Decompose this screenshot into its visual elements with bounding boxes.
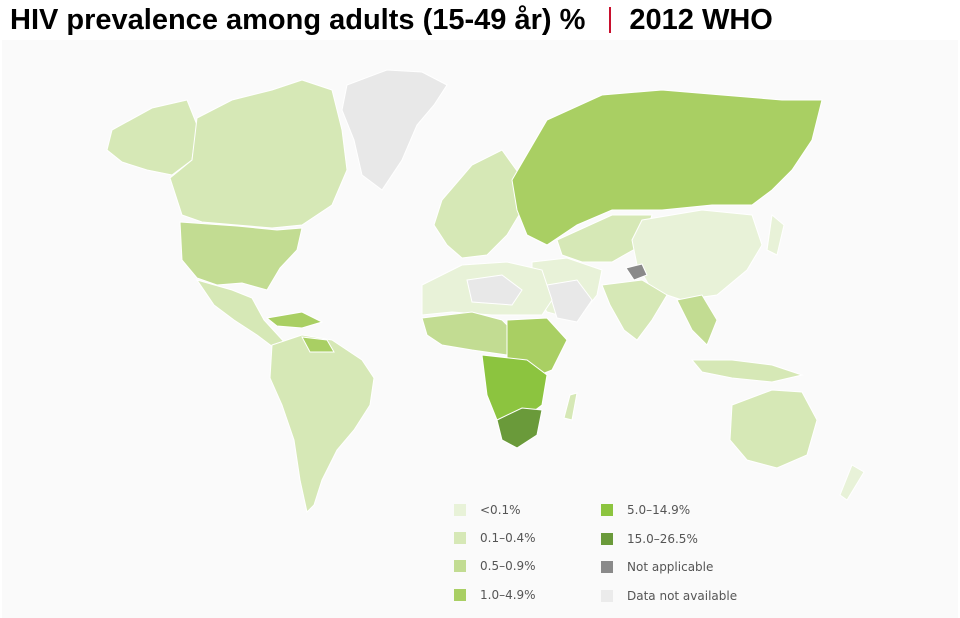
map-title: HIV prevalence among adults (15-49 år) %: [10, 3, 586, 36]
world-map: [106, 69, 865, 514]
region-japan: [766, 214, 785, 256]
legend-item-0-5-0-9: 0.5–0.9%: [454, 559, 536, 573]
region-mexico-central-america: [195, 279, 288, 351]
region-australia: [729, 389, 818, 469]
header: HIV prevalence among adults (15-49 år) %…: [0, 0, 960, 40]
legend-label: 1.0–4.9%: [480, 588, 536, 602]
legend-item-not-applicable: Not applicable: [601, 560, 713, 574]
legend-label: 0.1–0.4%: [480, 531, 536, 545]
legend-swatch: [454, 560, 466, 572]
legend-item-1-0-4-9: 1.0–4.9%: [454, 588, 536, 602]
legend-label: <0.1%: [480, 503, 521, 517]
region-madagascar: [563, 392, 578, 421]
legend-label: 5.0–14.9%: [627, 503, 691, 517]
legend-item-data-not-available: Data not available: [601, 589, 737, 603]
region-india: [601, 279, 668, 341]
legend-label: Not applicable: [627, 560, 714, 574]
region-new-zealand: [839, 464, 865, 501]
region-central-asia: [556, 214, 653, 263]
title-separator: [609, 7, 612, 33]
legend-swatch: [601, 533, 613, 545]
legend-swatch: [454, 504, 466, 516]
legend-item-0-1-0-4: 0.1–0.4%: [454, 531, 536, 545]
legend-swatch: [601, 561, 613, 573]
region-arabia: [546, 279, 593, 323]
world-map-panel: <0.1% 0.1–0.4% 0.5–0.9% 1.0–4.9% 5.0–14.…: [2, 40, 958, 618]
legend-item-lt-0-1: <0.1%: [454, 503, 521, 517]
region-canada: [169, 79, 348, 229]
region-sahara: [466, 274, 523, 306]
region-greenland: [341, 69, 448, 191]
legend-label: 15.0–26.5%: [627, 532, 698, 546]
region-south-america: [269, 334, 375, 514]
region-china: [631, 209, 763, 301]
region-alaska: [106, 99, 198, 176]
legend-label: Data not available: [627, 589, 738, 603]
legend-swatch: [454, 589, 466, 601]
region-europe: [433, 149, 523, 259]
legend-item-5-0-14-9: 5.0–14.9%: [601, 503, 690, 517]
region-caribbean: [265, 311, 324, 329]
legend-swatch: [601, 504, 613, 516]
region-russia: [511, 89, 823, 246]
region-not-applicable: [625, 263, 648, 281]
region-guianas: [301, 336, 335, 353]
year-source: 2012 WHO: [629, 3, 773, 36]
legend-swatch: [601, 590, 613, 602]
region-southeast-asia: [676, 294, 718, 346]
region-south-africa: [496, 407, 543, 449]
legend-label: 0.5–0.9%: [480, 559, 536, 573]
region-usa: [179, 221, 303, 291]
region-indonesia: [690, 359, 804, 383]
legend-swatch: [454, 532, 466, 544]
legend-item-15-0-26-5: 15.0–26.5%: [601, 532, 698, 546]
